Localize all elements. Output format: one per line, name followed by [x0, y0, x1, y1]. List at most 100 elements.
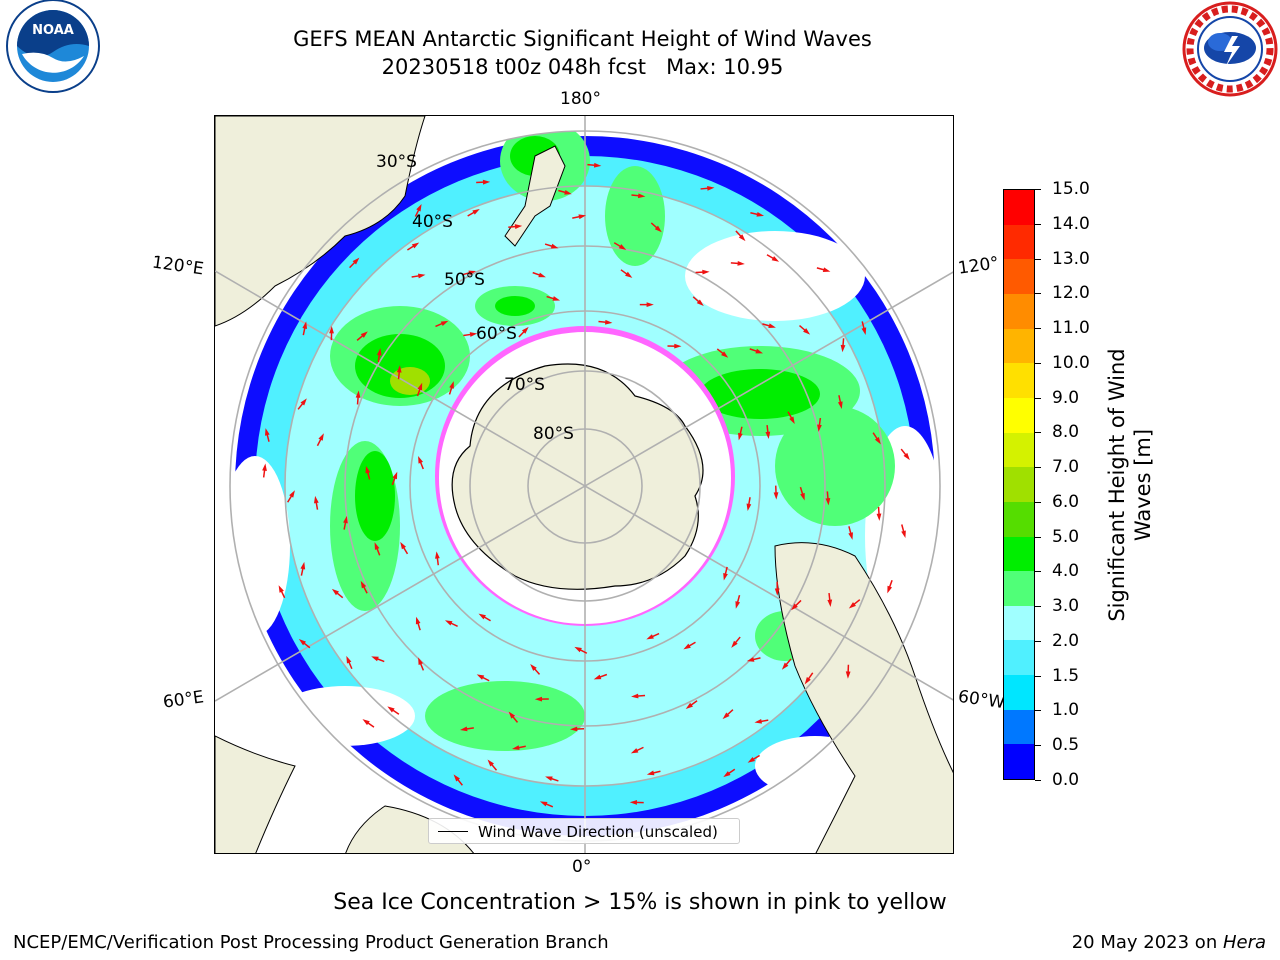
lat-label-70s: 70°S	[504, 375, 545, 395]
wind-arrow-head	[637, 193, 646, 199]
wind-arrow-head	[845, 671, 851, 679]
wind-arrow-head	[827, 599, 833, 607]
wind-arrow-head	[476, 674, 485, 680]
svg-text:NOAA: NOAA	[32, 23, 74, 38]
colorbar-segment	[1004, 190, 1034, 225]
wind-arrow-head	[417, 273, 426, 279]
map-plot	[215, 116, 953, 853]
wind-arrow-head	[459, 726, 468, 732]
lat-label-30s: 30°S	[376, 152, 417, 172]
sea-ice-footnote: Sea Ice Concentration > 15% is shown in …	[333, 890, 947, 915]
colorbar-label: Significant Height of Wind Waves [m]	[1104, 320, 1156, 650]
wind-arrow-head	[512, 745, 520, 750]
wind-arrow-head	[329, 326, 334, 334]
colorbar-segment	[1004, 501, 1034, 537]
wind-arrow-head	[514, 224, 523, 229]
colorbar-tick	[1035, 606, 1041, 608]
colorbar-tick-label: 1.0	[1052, 700, 1080, 721]
colorbar-tick-label: 0.5	[1052, 735, 1080, 756]
wind-arrow-head	[738, 432, 743, 441]
wind-arrow-head	[702, 269, 710, 275]
colorbar-segment	[1004, 744, 1034, 779]
wind-arrow-head	[374, 542, 380, 550]
wind-arrow-head	[646, 634, 654, 640]
colorbar-tick-label: 7.0	[1052, 457, 1080, 478]
colorbar-segment	[1004, 467, 1034, 502]
wind-arrow-head	[545, 776, 553, 782]
wind-arrow-head	[482, 179, 491, 185]
lon-label-0: 0°	[572, 857, 592, 877]
wind-arrow-head	[731, 640, 738, 648]
wind-arrow-head	[418, 455, 423, 464]
colorbar-tick-label: 9.0	[1052, 387, 1080, 408]
chart-subtitle: 20230518 t00z 048h fcst Max: 10.95	[381, 55, 784, 79]
colorbar-tick	[1035, 571, 1041, 573]
wind-arrow-head	[746, 657, 755, 662]
colorbar-tick-label: 15.0	[1052, 179, 1090, 199]
wind-arrow-head	[861, 327, 867, 335]
wind-arrow-head	[789, 416, 795, 425]
wind-arrow-head	[365, 465, 371, 474]
colorbar-tick-label: 12.0	[1052, 283, 1090, 304]
wind-arrow-head	[478, 613, 486, 620]
wind-arrow-head	[387, 706, 395, 713]
wind-arrow-head	[300, 561, 306, 570]
australia-land	[215, 116, 426, 327]
wind-arrow-head	[791, 603, 798, 611]
colorbar-tick-label: 2.0	[1052, 630, 1080, 651]
colorbar-segment	[1004, 294, 1034, 329]
colorbar-tick-label: 5.0	[1052, 526, 1080, 547]
map-legend: Wind Wave Direction (unscaled)	[428, 818, 740, 844]
colorbar-tick	[1035, 467, 1041, 469]
wind-arrow-head	[768, 323, 776, 329]
wind-arrow-head	[360, 580, 367, 589]
wind-arrow-head	[392, 471, 398, 480]
wind-arrow-head	[848, 532, 853, 540]
wind-arrow-head	[756, 211, 765, 217]
wind-arrow-head	[569, 726, 578, 732]
colorbar-tick	[1035, 362, 1041, 364]
wind-arrow-head	[343, 515, 348, 524]
lon-label-180: 180°	[560, 89, 601, 109]
wind-arrow-head	[800, 492, 805, 501]
colorbar-segment	[1004, 605, 1034, 641]
wind-arrow-head	[721, 351, 729, 358]
wind-arrow-head	[901, 530, 906, 539]
wind-arrow-head	[696, 299, 704, 306]
wind-arrow-head	[630, 748, 639, 754]
wind-arrow-head	[646, 302, 654, 308]
wind-arrow-head	[469, 332, 478, 337]
colorbar-tick	[1035, 675, 1041, 677]
wind-arrow-head	[674, 343, 682, 349]
wind-arrow-head	[417, 382, 423, 391]
colorbar-segment	[1004, 571, 1034, 606]
colorbar-segment	[1004, 675, 1034, 710]
wind-arrow-head	[278, 585, 284, 593]
wind-arrow-head	[265, 428, 270, 436]
wind-arrow-head	[360, 331, 368, 338]
lat-label-50s: 50°S	[444, 270, 485, 290]
wind-arrow-head	[646, 770, 655, 776]
colorbar-tick	[1035, 328, 1041, 330]
madagascar-land	[215, 735, 296, 853]
credit-line: NCEP/EMC/Verification Post Processing Pr…	[13, 932, 609, 953]
wind-arrow-head	[747, 756, 756, 763]
wind-arrow-head	[903, 452, 910, 461]
wind-arrow-head	[874, 437, 881, 445]
wind-arrow-head	[355, 390, 361, 398]
colorbar-label-line2: Waves [m]	[1131, 428, 1155, 542]
wind-arrow-head	[400, 541, 407, 550]
colorbar-tick-label: 11.0	[1052, 318, 1090, 339]
lon-label-120w: 120°	[956, 253, 1001, 279]
wind-arrow-head	[631, 693, 639, 699]
colorbar-tick	[1035, 397, 1041, 399]
colorbar-tick	[1035, 293, 1041, 295]
colorbar-segment	[1004, 397, 1034, 433]
colorbar-tick-label: 4.0	[1052, 561, 1080, 582]
nws-logo	[1182, 1, 1278, 97]
wind-arrow-head	[346, 655, 352, 664]
colorbar	[1003, 189, 1035, 780]
colorbar-tick	[1035, 745, 1041, 747]
wind-arrow-head	[468, 270, 477, 276]
wind-arrow-head	[302, 321, 308, 329]
